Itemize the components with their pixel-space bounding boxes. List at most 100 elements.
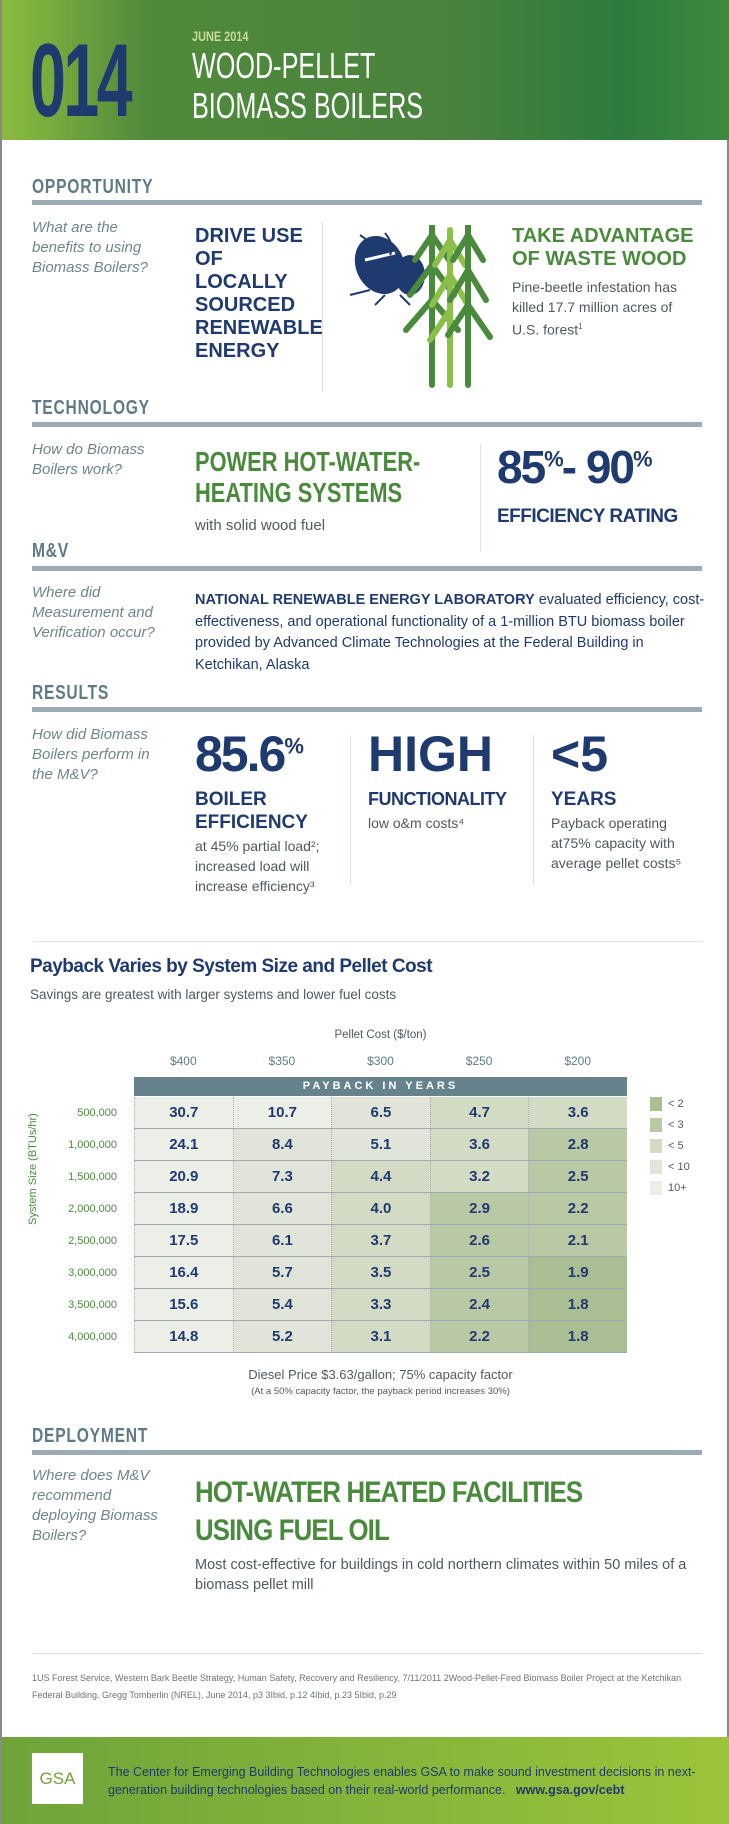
waste-wood-title: TAKE ADVANTAGE OF WASTE WOOD [512,225,694,270]
section-question: Where does M&V recommend deploying Bioma… [32,1467,158,1544]
legend-item: < 2 [650,1097,684,1111]
legend-label: 10+ [668,1181,687,1194]
legend-label: < 10 [668,1160,690,1173]
table-cell: 2.8 [528,1129,627,1161]
footer: GSA The Center for Emerging Building Tec… [2,1737,729,1824]
result-text: at 45% partial load²; increased load wil… [195,838,320,894]
result-payback: <5 YEARS Payback operating at75% capacit… [551,728,701,873]
section-rule [32,707,702,712]
mv-body: evaluated efficiency, cost-effectiveness… [195,592,705,673]
table-cell: 2.6 [429,1225,529,1257]
row-header: 4,000,000 [68,1331,117,1343]
legend-swatch [650,1160,662,1174]
section-label: RESULTS [32,682,110,704]
section-label: TECHNOLOGY [32,397,150,419]
table-cell: 30.7 [134,1097,233,1129]
chart-note-2: (At a 50% capacity factor, the payback p… [251,1386,510,1397]
table-cell: 6.1 [232,1225,332,1257]
legend-label: < 3 [668,1118,684,1131]
result-functionality: HIGH FUNCTIONALITY low o&m costs⁴ [368,728,528,833]
table-cell: 14.8 [134,1321,233,1353]
table-cell: 3.6 [528,1097,627,1129]
section-rule [32,200,702,205]
legend-label: < 5 [668,1139,684,1152]
table-cell: 17.5 [134,1225,233,1257]
result-text: Payback operating at75% capacity with av… [551,815,682,871]
section-label: M&V [32,540,70,562]
section-question: How did Biomass Boilers perform in the M… [32,726,150,783]
deployment-sub: Most cost-effective for buildings in col… [195,1557,687,1593]
legend-item: 10+ [650,1181,687,1195]
divider [350,735,351,885]
table-cell: 2.2 [528,1193,627,1225]
table-cell: 4.7 [429,1097,529,1129]
result-efficiency: 85.6% BOILER EFFICIENCY at 45% partial l… [195,728,345,896]
column-header: $300 [367,1054,394,1068]
title-line-1-row: WOOD-PELLET [192,46,522,86]
waste-wood-text: Pine-beetle infestation has killed 17.7 … [512,277,692,340]
divider [33,941,702,942]
table-cell: 8.4 [232,1129,332,1161]
divider [480,444,481,552]
issue-number-text: 014 [30,23,133,139]
footnote-ref: 1 [578,322,583,331]
legend-label: < 2 [668,1097,684,1110]
stat-high: - 90 [561,441,635,493]
table-cell: 7.3 [232,1161,332,1193]
footer-text: The Center for Emerging Building Technol… [108,1763,708,1799]
table-cell: 2.1 [528,1225,627,1257]
column-header: $250 [465,1054,493,1068]
chart-subtitle: Savings are greatest with larger systems… [30,987,397,1002]
result-value: HIGH [368,726,493,782]
beetle-trees-icon [349,225,493,388]
headline-line-2: USING FUEL OIL [195,1514,390,1547]
chart-note: Diesel Price $3.63/gallon; 75% capacity … [248,1367,513,1382]
legend-item: < 5 [650,1139,684,1153]
table-cell: 5.4 [232,1289,332,1321]
table-cell: 3.1 [331,1321,430,1353]
legend-swatch [650,1097,662,1111]
header-banner: 014 JUNE 2014 WOOD-PELLET BIOMASS BOILER… [2,0,729,140]
result-title: YEARS [551,789,617,810]
nrel-name: NATIONAL RENEWABLE ENERGY LABORATORY [195,592,535,608]
row-header: 1,000,000 [68,1139,117,1151]
column-header: $400 [169,1054,197,1068]
table-cell: 5.7 [232,1257,332,1289]
table-cell: 2.9 [429,1193,529,1225]
title-line-1: WOOD-PELLET [192,45,376,86]
table-cell: 5.1 [331,1129,430,1161]
section-results: RESULTS [32,682,131,705]
pct: % [633,446,653,472]
table-cell: 15.6 [134,1289,233,1321]
result-value: <5 [551,726,609,782]
section-mv: M&V [32,540,79,563]
section-question: How do Biomass Boilers work? [32,441,145,478]
x-axis-label: Pellet Cost ($/ton) [334,1029,427,1041]
table-cell: 3.6 [429,1129,529,1161]
table-cell: 16.4 [134,1257,233,1289]
legend-swatch [650,1118,662,1132]
footer-body: The Center for Emerging Building Technol… [108,1765,696,1797]
chart-title: Payback Varies by System Size and Pellet… [30,956,433,977]
result-text: low o&m costs⁴ [368,815,465,831]
efficiency-range: 85%- 90% [497,440,653,494]
footer-link[interactable]: www.gsa.gov/cebt [515,1783,625,1797]
table-cell: 5.2 [232,1321,332,1353]
table-cell: 4.0 [331,1193,430,1225]
table-cell: 18.9 [134,1193,233,1225]
technology-headline: POWER HOT-WATER-HEATING SYSTEMS [195,446,421,508]
divider [322,222,323,392]
result-title: BOILER EFFICIENCY [195,789,308,833]
section-deployment: DEPLOYMENT [32,1425,181,1448]
opportunity-headline: DRIVE USE OF LOCALLY SOURCED RENEWABLE E… [195,225,323,362]
stat-low: 85 [497,441,546,493]
section-rule [32,422,702,427]
table-cell: 6.6 [232,1193,332,1225]
table-cell: 2.4 [429,1289,529,1321]
legend-item: < 10 [650,1160,690,1174]
row-header: 500,000 [77,1107,117,1119]
table-cell: 3.2 [429,1161,529,1193]
table-cell: 2.5 [429,1257,529,1289]
section-technology: TECHNOLOGY [32,397,183,420]
headline-line-1: HOT-WATER HEATED FACILITIES [195,1476,583,1509]
